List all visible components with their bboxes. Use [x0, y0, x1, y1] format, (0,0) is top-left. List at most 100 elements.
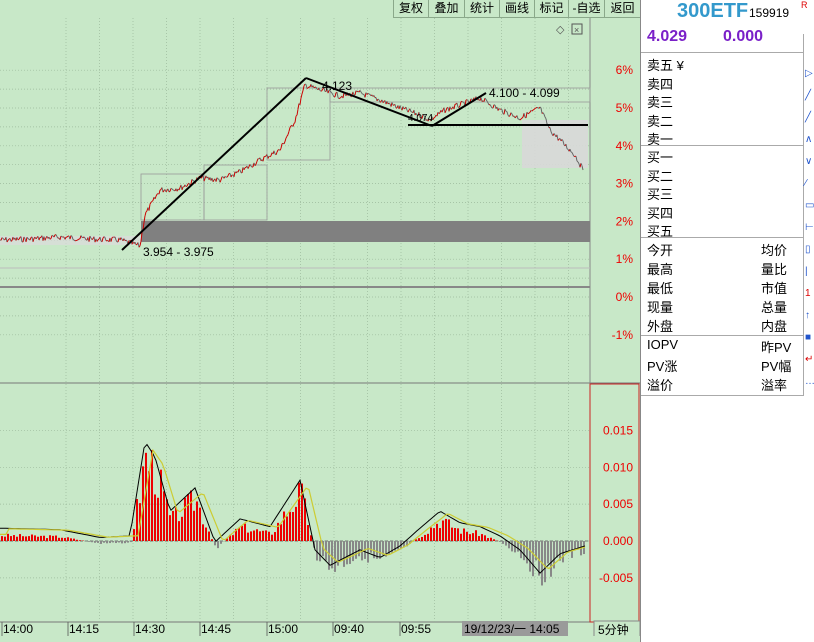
draw-tool-icon[interactable]: ▯ — [805, 244, 811, 255]
pct-tick-label: 1% — [616, 252, 634, 266]
price-chart[interactable]: 3.954 - 3.975 4.123 4.100 - 4.099 4.074 ◇ × 6… — [0, 0, 640, 642]
stat-label: 最低 — [647, 281, 674, 296]
stat-label: 内盘 — [761, 319, 788, 334]
x-tick-label: 09:55 — [401, 622, 431, 636]
indicator-tick-label: 0.015 — [603, 423, 633, 437]
buy-level-label: 买四 — [647, 205, 674, 221]
x-tick-label: 14:30 — [135, 622, 165, 636]
etf-stat-label: PV幅 — [761, 359, 792, 374]
pct-tick-label: -1% — [612, 328, 634, 342]
draw-tool-icon[interactable]: ▷ — [805, 68, 813, 79]
stat-label: 市值 — [761, 281, 788, 296]
pct-tick-label: 4% — [616, 139, 634, 153]
draw-tool-icon[interactable]: ╱ — [805, 112, 812, 123]
indicator-tick-label: 0.005 — [603, 497, 633, 511]
x-axis: 14:00 14:15 14:30 14:45 15:00 09:40 09:55 19/12… — [0, 620, 640, 642]
draw-tool-icon[interactable]: ╱ — [805, 90, 812, 101]
stat-label: 总量 — [761, 300, 788, 315]
indicator-tick-label: 0.000 — [603, 534, 633, 548]
sell-level-label: 卖三 — [647, 95, 674, 110]
toolbar-button-2[interactable]: 统计 — [464, 0, 499, 18]
sell-level-label: 卖一 — [647, 132, 674, 147]
cursor-time-label: 19/12/23/一 14:05 — [464, 622, 560, 636]
divider — [641, 52, 803, 53]
sell-level-label: 卖二 — [647, 113, 674, 129]
chart-annotations: 3.954 - 3.975 4.123 4.100 - 4.099 4.074 ◇ × — [143, 23, 583, 259]
stat-label: 外盘 — [647, 319, 674, 334]
x-tick-label: 14:45 — [201, 622, 231, 636]
etf-stat-label: 昨PV — [761, 340, 792, 355]
period-label[interactable]: 5分钟 — [598, 622, 629, 637]
pct-tick-label: 0% — [616, 290, 634, 304]
toolbar-button-6[interactable]: 返回 — [604, 0, 640, 18]
x-tick-label: 14:00 — [3, 622, 33, 636]
cursor-time-box — [462, 621, 568, 636]
buy-level-label: 买三 — [647, 187, 674, 202]
draw-tool-icon[interactable]: ▭ — [805, 200, 814, 211]
draw-tool-icon[interactable]: ∨ — [805, 156, 813, 167]
highlight-boxes — [0, 87, 591, 245]
draw-tool-icon[interactable]: ⊢ — [805, 222, 814, 233]
price-change: 0.000 — [723, 28, 764, 45]
last-price: 4.029 — [647, 28, 688, 45]
toolbar-button-5[interactable]: -自选 — [568, 0, 604, 18]
r-flag: R — [801, 0, 808, 10]
buy-level-label: 买二 — [647, 168, 674, 184]
toolbar-button-1[interactable]: 叠加 — [428, 0, 464, 18]
draw-tool-icon[interactable]: 1 — [805, 288, 811, 299]
etf-stat-label: 溢率 — [761, 378, 788, 393]
toolbar-button-4[interactable]: 标记 — [534, 0, 568, 18]
stat-label: 今开 — [647, 243, 674, 258]
resistance-band — [141, 221, 590, 242]
pct-tick-label: 2% — [616, 214, 634, 228]
trend-line-rebound — [431, 92, 487, 127]
indicator-tick-label: -0.005 — [599, 571, 633, 585]
stat-label: 最高 — [647, 262, 674, 277]
etf-stat-label: PV涨 — [647, 359, 678, 374]
toolbar-button-3[interactable]: 画线 — [499, 0, 534, 18]
x-tick-label: 15:00 — [268, 622, 298, 636]
svg-text:×: × — [574, 25, 579, 35]
x-tick-label: 09:40 — [334, 622, 364, 636]
dif-line — [0, 443, 586, 574]
indicator-tick-label: 0.010 — [603, 460, 633, 474]
draw-tool-icon[interactable]: ∕ — [805, 178, 807, 189]
pct-tick-label: 6% — [616, 63, 634, 77]
chart-toolbar: 复权 叠加 统计 画线 标记 -自选 返回 — [0, 0, 640, 18]
etf-stat-label: 溢价 — [647, 378, 674, 393]
dea-line — [0, 448, 586, 570]
divider — [641, 145, 803, 146]
toolbar-button-0[interactable]: 复权 — [393, 0, 428, 18]
low-range-label: 3.954 - 3.975 — [143, 245, 214, 259]
trough-label: 4.074 — [408, 113, 433, 124]
pct-tick-label: 5% — [616, 101, 634, 115]
draw-tool-icon[interactable]: ↑ — [805, 310, 810, 321]
close-box-icon[interactable] — [571, 23, 583, 35]
quote-panel: 300ETF 159919 R 4.029 0.000 卖五 ¥ 卖四卖三卖二卖一… — [640, 0, 814, 642]
diamond-icon[interactable]: ◇ — [556, 24, 565, 36]
sell-level-label: 卖五 ¥ — [647, 58, 684, 73]
draw-tool-icon[interactable]: ↵ — [805, 354, 814, 365]
draw-tool-icon[interactable]: ■ — [805, 332, 812, 343]
stat-label: 现量 — [647, 300, 674, 315]
draw-tool-icon[interactable]: ∧ — [805, 134, 813, 145]
draw-tool-icon[interactable]: | — [805, 266, 808, 277]
stat-label: 量比 — [761, 262, 788, 277]
stat-label: 均价 — [761, 243, 788, 258]
security-code: 159919 — [749, 6, 790, 20]
etf-stat-label: IOPV — [647, 337, 679, 352]
drawing-tools-strip[interactable]: ▷ ╱ ╱ ∧ ∨ ∕ ▭ ⊢ ▯ | 1 ↑ ■ ↵ … — [803, 34, 814, 396]
peak-label: 4.123 — [322, 79, 352, 93]
buy-level-label: 买五 — [647, 224, 674, 239]
mid-range-label: 4.100 - 4.099 — [489, 86, 560, 100]
trend-line-down — [305, 77, 433, 127]
range-box — [522, 120, 588, 168]
drawn-trend-lines — [121, 77, 588, 251]
sell-level-label: 卖四 — [647, 76, 674, 92]
security-name: 300ETF — [677, 0, 749, 22]
divider — [641, 237, 803, 238]
indicator-panel — [0, 443, 586, 586]
buy-level-label: 买一 — [647, 150, 674, 165]
right-axis: 6% 5% 4% 3% 2% 1% 0% -1% 0.015 0.010 0.005 0.000 -0.… — [599, 63, 633, 585]
draw-tool-icon[interactable]: … — [805, 376, 814, 387]
